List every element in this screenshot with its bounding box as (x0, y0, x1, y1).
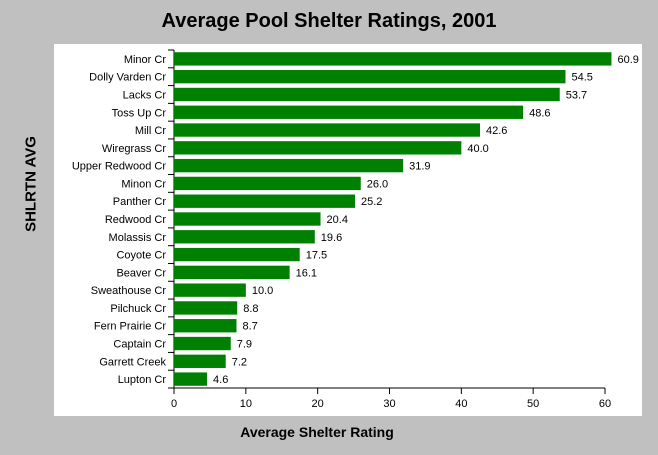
bar (174, 176, 361, 191)
category-label: Captain Cr (113, 339, 166, 351)
category-label: Pilchuck Cr (110, 303, 166, 315)
category-label: Lupton Cr (118, 374, 167, 386)
category-label: Garrett Creek (99, 356, 166, 368)
value-label: 42.6 (486, 125, 507, 137)
value-label: 8.8 (243, 303, 258, 315)
bar (174, 70, 566, 84)
category-label: Dolly Varden Cr (89, 72, 166, 84)
value-label: 54.5 (571, 72, 592, 84)
bar (174, 105, 524, 119)
x-tick-label: 0 (171, 398, 177, 410)
bar (174, 247, 300, 262)
bar (174, 230, 315, 244)
value-label: 8.7 (242, 321, 257, 333)
bar (174, 87, 560, 102)
category-label: Sweathouse Cr (91, 285, 167, 297)
category-label: Toss Up Cr (112, 107, 167, 119)
value-label: 4.6 (213, 374, 228, 386)
x-tick-label: 20 (312, 398, 324, 410)
value-label: 7.9 (237, 339, 252, 351)
x-axis-label: Average Shelter Rating (240, 424, 394, 440)
value-label: 19.6 (321, 232, 342, 244)
x-tick-label: 50 (527, 398, 539, 410)
bar (174, 194, 356, 208)
x-tick-label: 10 (240, 398, 252, 410)
bar (174, 301, 238, 315)
category-label: Lacks Cr (123, 89, 167, 101)
bar (174, 265, 290, 280)
value-label: 60.9 (617, 54, 638, 66)
value-label: 20.4 (327, 214, 348, 226)
bar (174, 372, 208, 386)
category-label: Molassis Cr (109, 232, 167, 244)
bar (174, 212, 321, 226)
bar (174, 354, 226, 368)
category-label: Wiregrass Cr (102, 143, 167, 155)
category-label: Mill Cr (135, 125, 166, 137)
category-label: Beaver Cr (116, 267, 166, 279)
category-label: Coyote Cr (116, 250, 166, 262)
category-label: Fern Prairie Cr (94, 321, 166, 333)
value-label: 7.2 (232, 356, 247, 368)
category-label: Minor Cr (124, 54, 167, 66)
bar (174, 319, 237, 333)
value-label: 26.0 (367, 178, 388, 190)
category-label: Minon Cr (121, 178, 166, 190)
x-tick-label: 40 (455, 398, 467, 410)
category-label: Redwood Cr (105, 214, 166, 226)
bar (174, 123, 481, 137)
x-tick-label: 30 (383, 398, 395, 410)
value-label: 53.7 (566, 89, 587, 101)
value-label: 48.6 (529, 107, 550, 119)
value-label: 16.1 (296, 267, 317, 279)
value-label: 31.9 (409, 161, 430, 173)
x-tick-label: 60 (599, 398, 611, 410)
bar (174, 283, 246, 297)
value-label: 25.2 (361, 196, 382, 208)
chart-title: Average Pool Shelter Ratings, 2001 (161, 10, 497, 32)
value-label: 10.0 (252, 285, 273, 297)
bar (174, 52, 612, 66)
bar (174, 141, 462, 155)
bar (174, 158, 404, 173)
category-label: Panther Cr (113, 196, 167, 208)
bar (174, 336, 231, 351)
value-label: 17.5 (306, 250, 327, 262)
value-label: 40.0 (467, 143, 488, 155)
category-label: Upper Redwood Cr (72, 161, 166, 173)
